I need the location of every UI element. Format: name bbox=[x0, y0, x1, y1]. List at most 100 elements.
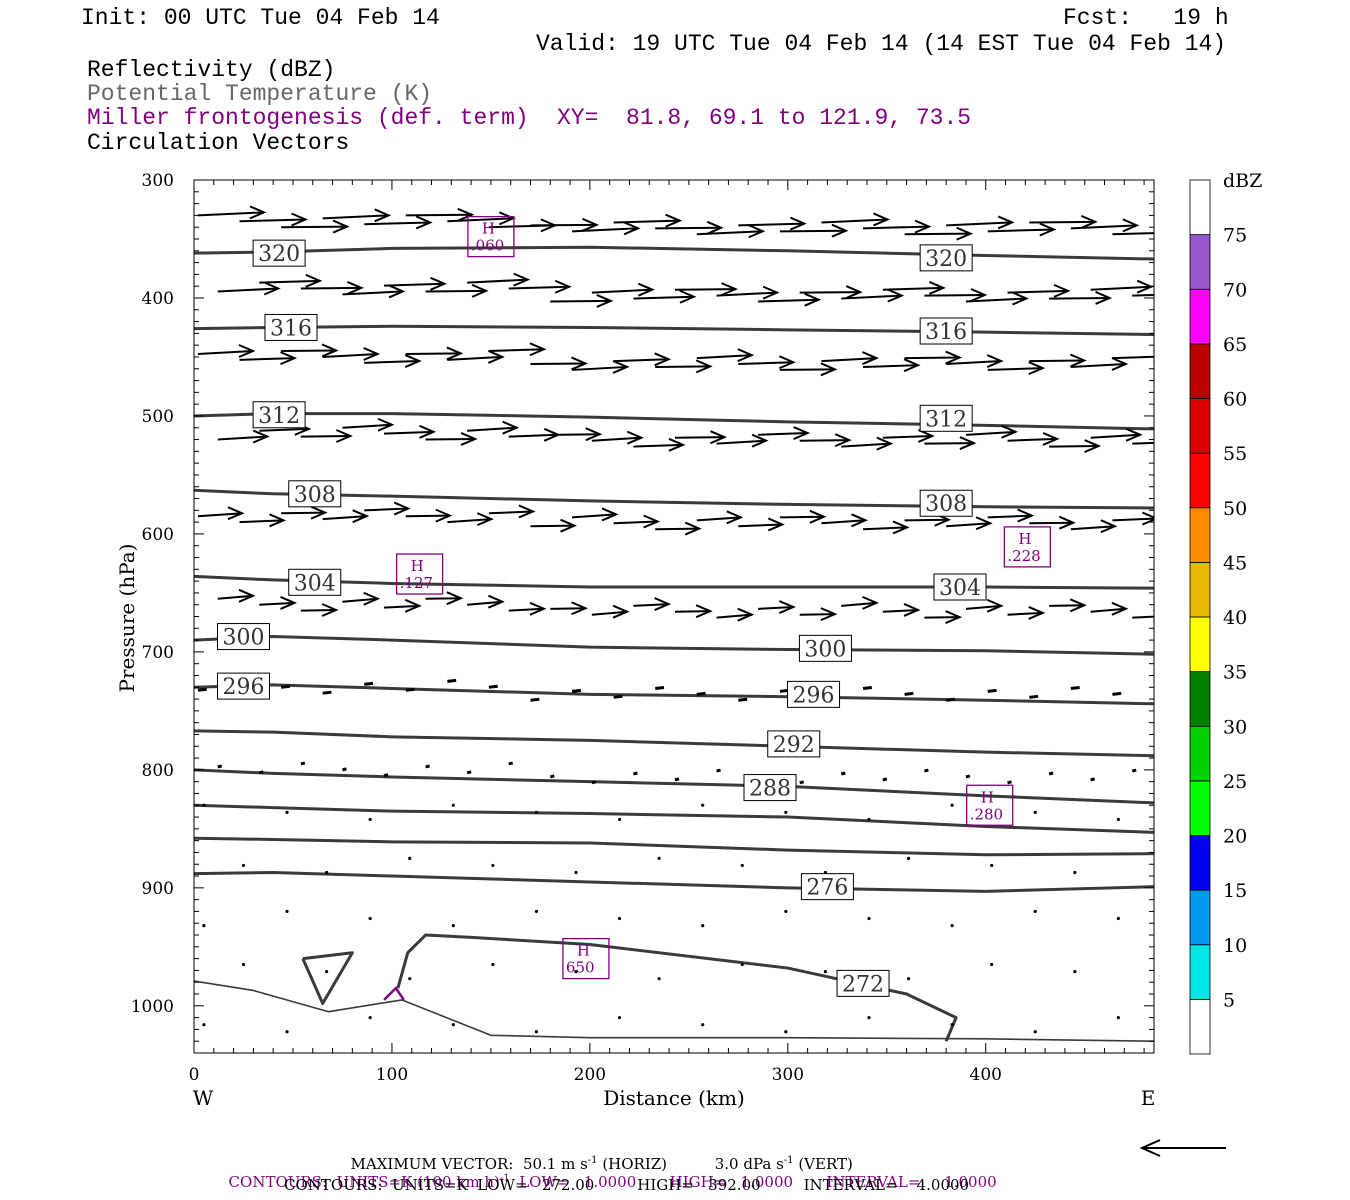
vector bbox=[467, 600, 503, 606]
colorbar-segment bbox=[1189, 343, 1211, 399]
vector-head bbox=[363, 591, 381, 606]
colorbar-segment bbox=[1189, 561, 1211, 618]
vector-head bbox=[1164, 226, 1178, 238]
vector bbox=[716, 291, 778, 297]
vector-head bbox=[415, 215, 433, 230]
theta-label: 288 bbox=[749, 777, 791, 802]
colorbar-label: 45 bbox=[1223, 552, 1247, 574]
vector bbox=[924, 616, 960, 619]
theta-label-box bbox=[787, 680, 841, 708]
colorbar-label: 60 bbox=[1223, 389, 1247, 411]
vector-dot bbox=[701, 923, 705, 928]
vector bbox=[447, 678, 457, 683]
vector bbox=[882, 608, 919, 613]
vector-head bbox=[975, 516, 993, 531]
theta-label: 308 bbox=[294, 483, 336, 508]
vector bbox=[405, 352, 461, 356]
plot-axes: 0 100 200 300 400 300 400 500 600 700 800 900 1000 Di… bbox=[115, 171, 1155, 1110]
vector-dot bbox=[408, 856, 412, 860]
vector bbox=[1029, 359, 1085, 363]
theta-label: 304 bbox=[294, 571, 336, 596]
vector-head bbox=[1028, 361, 1046, 376]
vector-dot bbox=[368, 916, 372, 921]
vector bbox=[447, 518, 492, 524]
fronto-high-box bbox=[562, 937, 610, 980]
vector bbox=[1029, 521, 1074, 525]
theta-contour-unlabeled-14 bbox=[301, 951, 354, 1005]
vector-head bbox=[956, 226, 974, 241]
vector-dot bbox=[285, 909, 289, 914]
vector-dot bbox=[740, 962, 744, 967]
theta-contour-276 bbox=[194, 871, 1154, 893]
plot-frame bbox=[193, 179, 1155, 1054]
field-vectors: Circulation Vectors bbox=[87, 130, 350, 156]
theta-contour-info: CONTOURS: UNITS=K LOW= 272.00 HIGH= 392.… bbox=[284, 1176, 970, 1194]
vector bbox=[946, 360, 1002, 366]
vector-head bbox=[679, 289, 697, 304]
vector-head bbox=[710, 430, 728, 445]
vector bbox=[530, 362, 586, 366]
vector bbox=[425, 437, 476, 441]
vector-head bbox=[809, 509, 827, 524]
vector bbox=[364, 507, 409, 512]
vector-dot bbox=[491, 962, 495, 967]
vector-head bbox=[335, 429, 353, 443]
vector-head bbox=[986, 598, 1004, 613]
vector bbox=[674, 288, 736, 291]
vector bbox=[508, 607, 544, 612]
vector bbox=[987, 514, 1032, 519]
vector bbox=[924, 294, 985, 297]
vector bbox=[280, 684, 291, 689]
vector-head bbox=[1100, 519, 1118, 534]
vector bbox=[364, 221, 431, 226]
vector-head bbox=[321, 603, 339, 617]
vector bbox=[591, 610, 628, 616]
vector-head bbox=[726, 510, 744, 525]
colorbar-segment bbox=[1189, 725, 1211, 782]
vector bbox=[655, 365, 711, 368]
vector-dot bbox=[534, 909, 539, 914]
colorbar-label: 20 bbox=[1223, 826, 1247, 848]
theta-label: 300 bbox=[804, 637, 846, 662]
vector-dot bbox=[617, 916, 622, 921]
reference-vector bbox=[1139, 1139, 1226, 1157]
theta-label: 308 bbox=[925, 492, 967, 517]
vector bbox=[1090, 607, 1126, 613]
vector-head bbox=[457, 207, 475, 222]
vector-dot bbox=[574, 969, 578, 974]
vector-head bbox=[986, 354, 1004, 368]
x-tick-label: 300 bbox=[772, 1065, 804, 1085]
vector bbox=[840, 771, 846, 776]
vector bbox=[342, 290, 404, 296]
y-tick-label: 600 bbox=[142, 525, 174, 545]
theta-contour-312 bbox=[194, 412, 1154, 431]
fronto-high-marker: H bbox=[482, 220, 495, 238]
vector-head bbox=[487, 594, 505, 609]
vector bbox=[488, 348, 544, 353]
max-vector-label: MAXIMUM VECTOR: bbox=[350, 1155, 514, 1173]
vector bbox=[821, 357, 877, 363]
vector bbox=[716, 439, 767, 445]
circulation-vectors bbox=[197, 205, 1178, 1034]
vector-head bbox=[310, 505, 328, 520]
vector-head bbox=[903, 358, 921, 373]
vector-head bbox=[851, 513, 869, 528]
colorbar-segment bbox=[1189, 507, 1211, 563]
vector bbox=[1070, 525, 1115, 531]
y-tick-label: 700 bbox=[142, 643, 174, 663]
vector bbox=[674, 777, 680, 782]
x-tick-label: 0 bbox=[189, 1065, 200, 1085]
colorbar-segment bbox=[1189, 998, 1211, 1055]
vector bbox=[633, 443, 683, 448]
fronto-contour-units: CONTOURS: UNITS=K (100 km h) bbox=[228, 1173, 500, 1191]
vector-head bbox=[748, 224, 766, 239]
contour-labels: 320 320 316 316 312 312 308 308 304 304 300 300 296 2… bbox=[216, 239, 987, 997]
vector-head bbox=[917, 429, 935, 443]
colorbar-segment bbox=[1189, 835, 1211, 891]
vector-head bbox=[393, 501, 411, 516]
vector bbox=[758, 298, 819, 303]
vector-head bbox=[269, 513, 287, 528]
vector-dot bbox=[1033, 909, 1037, 914]
vector bbox=[987, 688, 997, 693]
